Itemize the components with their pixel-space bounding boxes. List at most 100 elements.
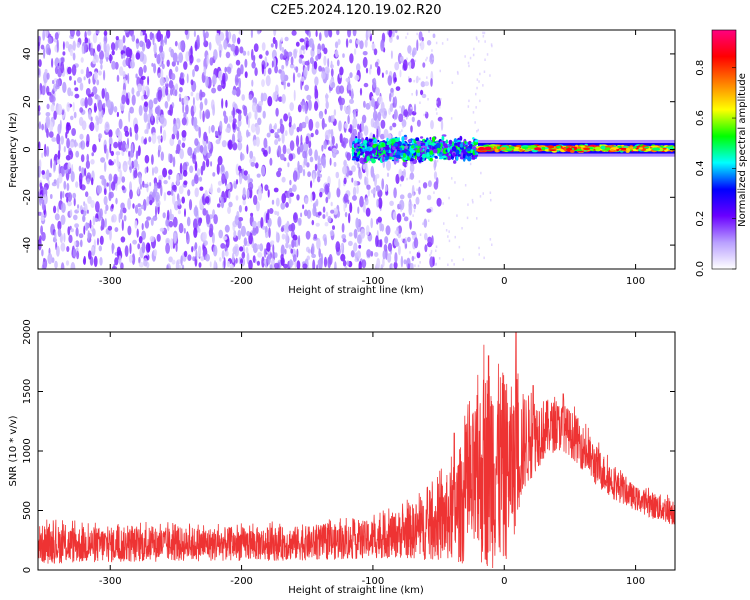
spectrogram-noise-cell	[221, 140, 227, 148]
spectrogram-noise-cell	[383, 244, 388, 252]
spectrogram-noise-cell	[189, 165, 194, 174]
spectrogram-noise-cell	[279, 123, 285, 134]
spectrogram-noise-cell	[403, 259, 407, 265]
spectrogram-noise-cell	[269, 264, 273, 269]
spectrogram-noise-cell	[427, 219, 430, 222]
spectrogram-noise-cell	[315, 55, 319, 61]
colorbar-tick-label: 0.6	[695, 110, 706, 126]
spectrogram-noise-cell	[468, 64, 470, 68]
spectrogram-noise-cell	[136, 90, 141, 97]
spectrogram-noise-cell	[288, 244, 292, 250]
spectrogram-signal-cell	[395, 154, 401, 159]
spectrogram-noise-cell	[405, 36, 407, 39]
colorbar: 0.00.20.40.60.8 Normalized spectral ampl…	[695, 29, 748, 277]
spectrogram-noise-cell	[152, 167, 154, 176]
spectrogram-noise-cell	[157, 149, 160, 158]
spectrogram-noise-cell	[131, 94, 136, 106]
spectrogram-noise-cell	[366, 165, 369, 178]
spectrogram-noise-cell	[283, 113, 288, 122]
x-tick-label: -200	[230, 576, 253, 587]
spectrogram-signal-cell	[416, 156, 421, 161]
spectrogram-noise-cell	[203, 66, 207, 76]
spectrogram-noise-cell	[213, 245, 218, 257]
spectrogram-signal-cell	[381, 157, 385, 163]
spectrogram-noise-cell	[43, 257, 46, 262]
spectrogram-noise-cell	[193, 220, 197, 228]
spectrogram-noise-cell	[243, 105, 248, 117]
spectrogram-noise-cell	[203, 240, 208, 246]
spectrogram-noise-cell	[312, 259, 316, 269]
spectrogram-noise-cell	[314, 84, 318, 94]
spectrogram-noise-cell	[39, 182, 43, 189]
spectrogram-noise-cell	[418, 31, 423, 41]
spectrogram-noise-cell	[302, 263, 308, 269]
spectrogram-noise-cell	[60, 190, 63, 201]
spectrogram-signal-cell	[521, 146, 529, 149]
spectrogram-noise-cell	[53, 110, 57, 120]
spectrogram-signal-cell	[448, 139, 453, 145]
y-tick-label: -20	[22, 189, 33, 205]
spectrogram-noise-cell	[190, 91, 194, 97]
spectrogram-noise-cell	[144, 220, 150, 229]
spectrogram-noise-cell	[339, 133, 343, 144]
spectrogram-noise-cell	[72, 40, 76, 51]
spectrogram-noise-cell	[57, 103, 63, 116]
spectrogram-noise-cell	[158, 45, 164, 53]
spectrogram-noise-cell	[133, 169, 138, 179]
spectrogram-noise-cell	[298, 164, 303, 174]
spectrogram-noise-cell	[205, 158, 210, 168]
spectrogram-signal-cell	[453, 160, 457, 164]
spectrogram-noise-cell	[220, 196, 225, 209]
spectrogram-noise-cell	[412, 47, 417, 56]
spectrogram-noise-cell	[213, 260, 217, 269]
spectrogram-noise-cell	[246, 129, 249, 138]
spectrogram-noise-cell	[137, 83, 143, 90]
spectrogram-signal-cell	[372, 140, 377, 144]
spectrogram-noise-cell	[478, 40, 480, 43]
spectrogram-noise-cell	[476, 37, 478, 41]
spectrogram-noise-cell	[206, 214, 211, 225]
spectrogram-noise-cell	[273, 30, 277, 37]
y-tick-label: 20	[22, 95, 33, 108]
spectrogram-noise-cell	[219, 120, 223, 132]
spectrogram-noise-cell	[84, 97, 88, 109]
spectrogram-noise-cell	[50, 104, 55, 112]
spectrogram-noise-cell	[380, 39, 385, 52]
spectrogram-noise-cell	[252, 229, 257, 236]
spectrogram-noise-cell	[317, 168, 321, 177]
spectrogram-noise-cell	[41, 231, 46, 242]
spectrogram-noise-cell	[275, 84, 279, 96]
spectrogram-noise-cell	[228, 30, 231, 41]
spectrogram-noise-cell	[198, 228, 201, 233]
spectrogram-noise-cell	[196, 168, 201, 177]
spectrogram-noise-cell	[256, 173, 261, 178]
spectrogram-noise-cell	[221, 98, 224, 109]
spectrogram-noise-cell	[323, 47, 328, 55]
spectrogram-noise-cell	[42, 186, 48, 198]
spectrogram-noise-cell	[317, 259, 321, 266]
spectrogram-noise-cell	[114, 61, 119, 70]
spectrogram-noise-cell	[62, 51, 66, 56]
spectrogram-noise-cell	[364, 39, 368, 48]
spectrogram-noise-cell	[427, 236, 432, 244]
spectrogram-noise-cell	[211, 74, 217, 86]
spectrogram-noise-cell	[340, 97, 345, 106]
spectrogram-noise-cell	[175, 242, 178, 253]
spectrogram-signal-cell	[492, 146, 497, 150]
spectrogram-noise-cell	[427, 98, 429, 101]
spectrogram-signal-cell	[600, 145, 606, 150]
spectrogram-noise-cell	[250, 30, 253, 39]
spectrogram-noise-cell	[411, 255, 415, 262]
spectrogram-noise-cell	[95, 201, 100, 213]
spectrogram-noise-cell	[194, 160, 198, 172]
spectrogram-noise-cell	[185, 104, 189, 115]
spectrogram-noise-cell	[208, 125, 211, 134]
spectrogram-noise-cell	[171, 184, 177, 191]
spectrogram-noise-cell	[457, 72, 459, 75]
spectrogram-noise-cell	[96, 237, 100, 246]
spectrogram-noise-cell	[365, 102, 371, 110]
spectrogram-noise-cell	[236, 126, 240, 132]
colorbar-ticks: 0.00.20.40.60.8	[695, 60, 736, 277]
spectrogram-noise-cell	[342, 260, 347, 267]
